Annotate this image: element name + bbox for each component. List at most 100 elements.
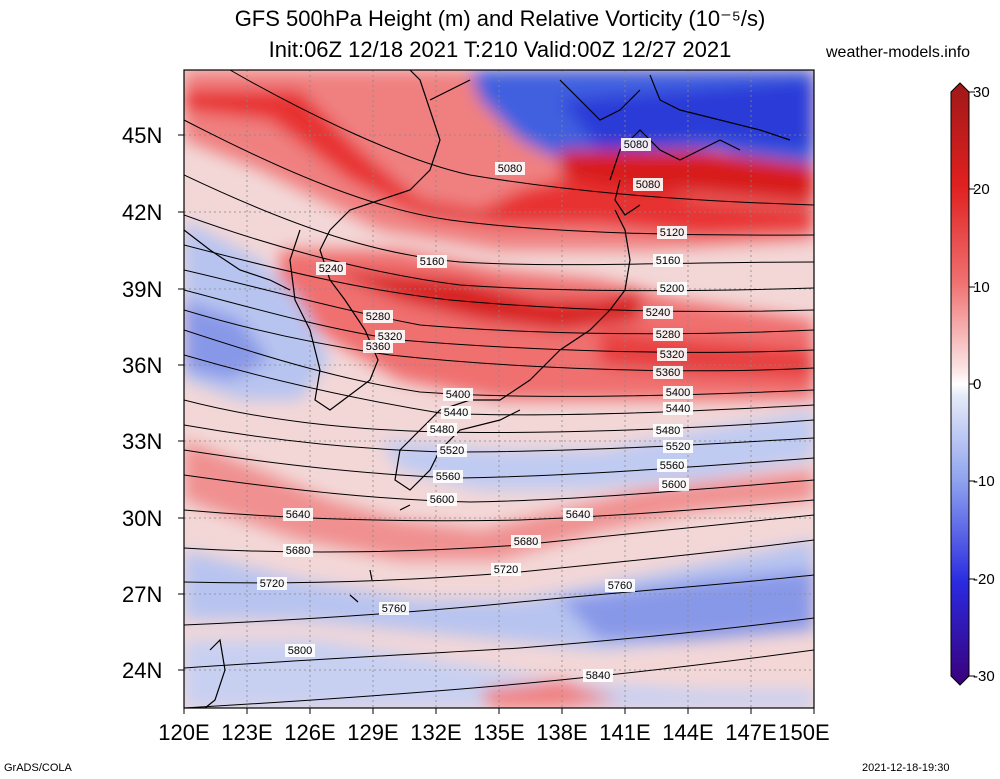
- contour-label-bg: [563, 508, 593, 521]
- contour-label-bg: [441, 406, 471, 419]
- contour-label-bg: [433, 470, 463, 483]
- lon-label: 147E: [725, 720, 776, 745]
- colorbar-scale: [950, 82, 970, 686]
- contour-label-bg: [633, 178, 663, 191]
- contour-label-bg: [283, 544, 313, 557]
- footer-credit: GrADS/COLA: [4, 762, 72, 774]
- contour-label: 5360: [656, 367, 680, 379]
- contour-label-bg: [657, 348, 687, 361]
- contour-label-bg: [653, 366, 683, 379]
- contour-label-bg: [491, 563, 521, 576]
- contour-label: 5640: [286, 509, 310, 521]
- colorbar-label: -20: [973, 571, 995, 588]
- lat-label: 33N: [122, 429, 162, 454]
- contour-label-bg: [379, 602, 409, 615]
- contour-label-bg: [437, 444, 467, 457]
- footer-timestamp: 2021-12-18-19:30: [862, 762, 950, 774]
- lat-label: 39N: [122, 277, 162, 302]
- contour-label: 5560: [436, 471, 460, 483]
- colorbar-label: 10: [973, 279, 990, 296]
- contour-label-bg: [663, 386, 693, 399]
- contour-labels: 5080 5080 5080 5120 5160 5160 5200 5240 5240 5280…: [257, 138, 693, 682]
- axis-ticks: [178, 134, 815, 714]
- contour-label-bg: [605, 579, 635, 592]
- colorbar-label: -10: [973, 473, 995, 490]
- longitude-labels: 120E 123E 126E 129E 132E 135E 138E 141E …: [158, 720, 829, 745]
- contour-label-bg: [653, 254, 683, 267]
- contour-label: 5680: [286, 545, 310, 557]
- contour-label: 5160: [420, 256, 444, 268]
- contour-label-bg: [283, 508, 313, 521]
- contour-label-bg: [621, 138, 651, 151]
- contour-label: 5400: [446, 389, 470, 401]
- contour-label: 5480: [430, 424, 454, 436]
- contour-label: 5280: [656, 329, 680, 341]
- contour-label: 5280: [366, 311, 390, 323]
- contour-label-bg: [643, 306, 673, 319]
- colorbar: 30 20 10 0 -10 -20 -30: [950, 82, 995, 686]
- contour-label: 5080: [624, 139, 648, 151]
- contour-label-bg: [316, 262, 346, 275]
- contour-label: 5120: [660, 227, 684, 239]
- lon-label: 129E: [347, 720, 398, 745]
- coastlines: [184, 70, 791, 708]
- contour-label: 5360: [366, 341, 390, 353]
- lon-label: 132E: [410, 720, 461, 745]
- colorbar-label: 0: [973, 376, 981, 393]
- lon-label: 141E: [599, 720, 650, 745]
- contour-label: 5560: [660, 460, 684, 472]
- contour-label-bg: [417, 255, 447, 268]
- lat-label: 36N: [122, 353, 162, 378]
- map-title: GFS 500hPa Height (m) and Relative Vorti…: [234, 6, 766, 31]
- contour-label: 5400: [666, 387, 690, 399]
- contour-label-bg: [657, 226, 687, 239]
- contour-label: 5720: [260, 578, 284, 590]
- contour-label-bg: [657, 459, 687, 472]
- lon-label: 126E: [284, 720, 335, 745]
- contour-label: 5480: [656, 425, 680, 437]
- contour-label: 5600: [430, 494, 454, 506]
- lat-label: 45N: [122, 123, 162, 148]
- contour-label-bg: [583, 669, 613, 682]
- lon-label: 123E: [221, 720, 272, 745]
- contour-label: 5240: [319, 263, 343, 275]
- contour-label: 5440: [666, 403, 690, 415]
- lat-label: 27N: [122, 582, 162, 607]
- contour-label: 5760: [382, 603, 406, 615]
- contour-label-bg: [653, 328, 683, 341]
- contour-label: 5080: [498, 163, 522, 175]
- contour-label-bg: [511, 535, 541, 548]
- lat-label: 42N: [122, 200, 162, 225]
- lon-label: 144E: [662, 720, 713, 745]
- latitude-labels: 45N 42N 39N 36N 33N 30N 27N 24N: [122, 123, 162, 683]
- contour-label-bg: [657, 282, 687, 295]
- contour-label-bg: [443, 388, 473, 401]
- map-subtitle: Init:06Z 12/18 2021 T:210 Valid:00Z 12/2…: [268, 37, 732, 62]
- contour-label: 5520: [440, 445, 464, 457]
- contour-label: 5080: [636, 179, 660, 191]
- lon-label: 150E: [778, 720, 829, 745]
- contour-label-bg: [427, 423, 457, 436]
- lon-label: 120E: [158, 720, 209, 745]
- lon-label: 135E: [473, 720, 524, 745]
- contour-label: 5160: [656, 255, 680, 267]
- contour-label: 5800: [288, 645, 312, 657]
- colorbar-label: 30: [973, 84, 990, 101]
- colorbar-label: 20: [973, 181, 990, 198]
- contour-label: 5200: [660, 283, 684, 295]
- contour-label-bg: [663, 402, 693, 415]
- site-credit: weather-models.info: [826, 44, 971, 61]
- contour-label: 5720: [494, 564, 518, 576]
- lat-label: 30N: [122, 506, 162, 531]
- contour-label-bg: [375, 330, 405, 343]
- contour-label-bg: [257, 577, 287, 590]
- contour-label-bg: [495, 162, 525, 175]
- contour-label-bg: [285, 644, 315, 657]
- contour-label: 5680: [514, 536, 538, 548]
- contour-label-bg: [427, 493, 457, 506]
- contour-label: 5760: [608, 580, 632, 592]
- contour-label: 5640: [566, 509, 590, 521]
- contour-label: 5520: [666, 441, 690, 453]
- contour-label-bg: [653, 424, 683, 437]
